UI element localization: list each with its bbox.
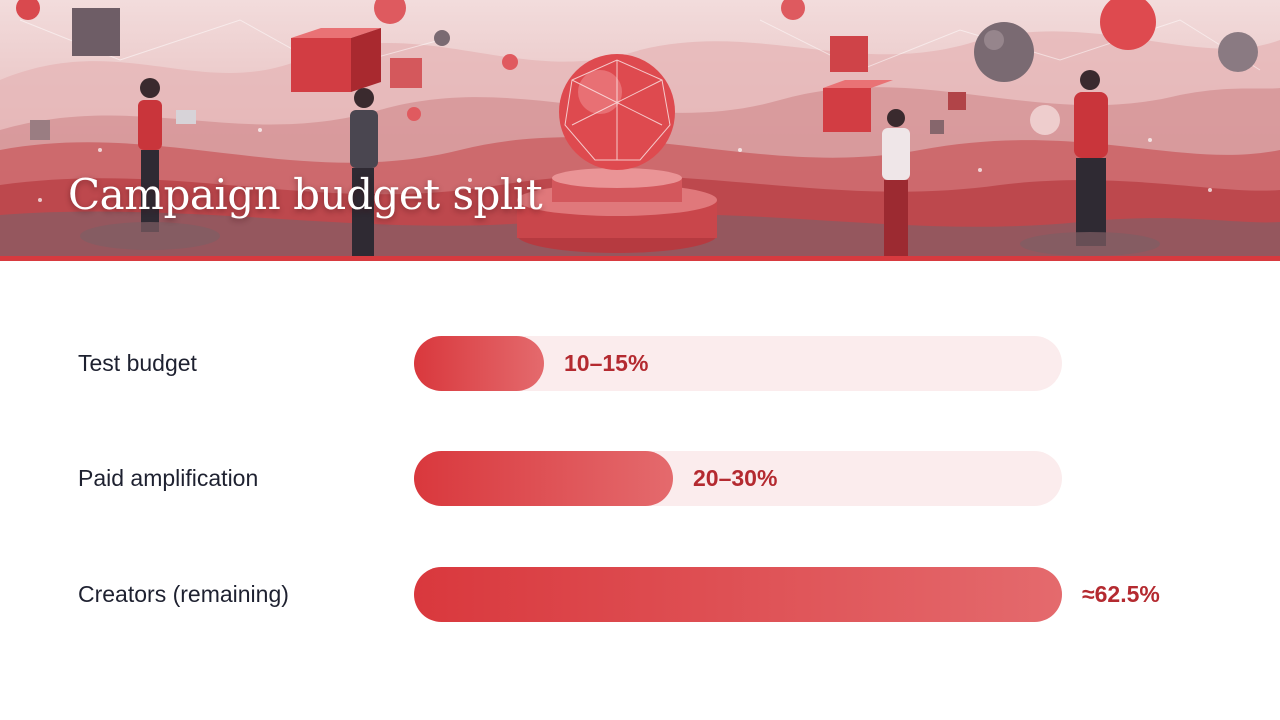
bar-track: [414, 336, 1062, 391]
bar-value-label: 10–15%: [564, 350, 649, 376]
bar-track: [414, 567, 1062, 622]
bar-track: [414, 451, 1062, 506]
bar-category-label: Creators (remaining): [78, 581, 289, 607]
header-illustration: Campaign budget split: [0, 0, 1280, 256]
bar-category-label: Test budget: [78, 350, 197, 376]
page-title: Campaign budget split: [68, 170, 543, 219]
bar: [414, 336, 544, 391]
bar-value-label: ≈62.5%: [1082, 581, 1160, 607]
bar: [414, 567, 1062, 622]
bar-category-label: Paid amplification: [78, 465, 259, 491]
header-divider: [0, 256, 1280, 261]
person-figure: [138, 78, 196, 232]
bar: [414, 451, 673, 506]
bar-value-label: 20–30%: [693, 465, 778, 491]
network-illustration: [0, 0, 1280, 256]
